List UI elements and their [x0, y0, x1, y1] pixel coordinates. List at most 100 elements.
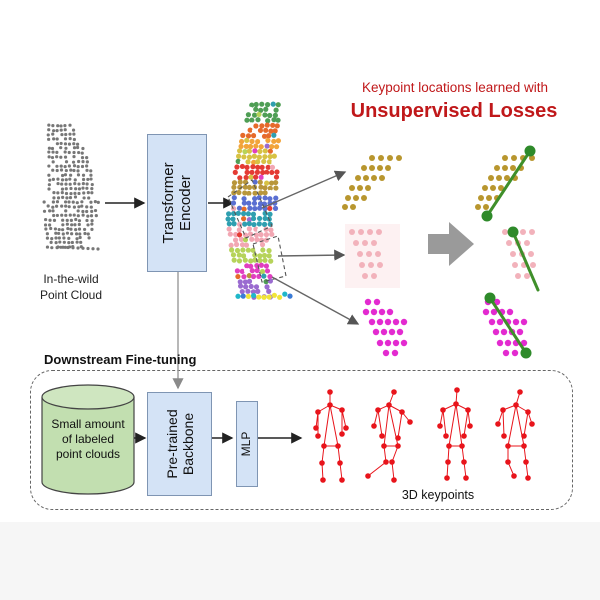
segmented-point — [251, 112, 258, 118]
input-point — [67, 236, 71, 240]
input-point — [60, 204, 64, 208]
input-point — [47, 164, 51, 168]
input-point — [50, 237, 54, 241]
input-point — [89, 169, 93, 173]
input-point — [51, 132, 55, 136]
input-point — [64, 146, 68, 150]
segmented-point — [274, 144, 280, 150]
input-point — [91, 247, 95, 251]
input-point — [46, 204, 50, 208]
crop-point-lower — [392, 318, 400, 326]
learned-point-middle — [502, 229, 508, 235]
input-point — [48, 223, 52, 227]
skeleton-keypoint — [389, 459, 395, 465]
input-point — [58, 240, 62, 244]
crop-point-lower — [384, 318, 392, 326]
learned-point-upper — [482, 185, 488, 191]
segmented-point — [263, 237, 269, 243]
input-point — [75, 240, 79, 244]
input-point — [62, 236, 66, 240]
learned-point-lower — [492, 328, 500, 336]
input-point — [93, 208, 98, 213]
crop-point-upper — [365, 185, 371, 191]
input-point — [81, 209, 85, 214]
crop-point-upper — [350, 204, 356, 210]
segmented-point — [250, 289, 256, 295]
input-point — [46, 133, 50, 137]
input-point — [89, 214, 94, 218]
segmented-point — [275, 138, 281, 144]
segmented-point — [261, 294, 267, 300]
segmented-point — [252, 205, 258, 212]
input-point — [75, 237, 79, 241]
input-point — [86, 223, 90, 227]
input-point — [57, 236, 61, 240]
segmented-point — [262, 215, 268, 222]
learned-point-lower — [512, 318, 520, 326]
encoder-label-line-2: Encoder — [177, 175, 194, 231]
input-point — [80, 200, 84, 204]
skeleton-keypoint — [454, 387, 460, 393]
input-point — [61, 228, 65, 232]
input-point — [86, 177, 90, 182]
skeleton-bone — [502, 409, 505, 437]
segmented-point — [233, 241, 240, 248]
segmented-point — [231, 180, 238, 186]
input-point — [50, 146, 55, 151]
segmented-point — [256, 215, 263, 222]
segmented-point — [231, 195, 237, 201]
learned-keypoint — [481, 210, 493, 222]
segmented-point — [264, 169, 270, 175]
input-point — [90, 209, 94, 213]
input-point — [90, 219, 94, 223]
input-point — [67, 142, 72, 146]
segmented-point — [230, 216, 236, 222]
segmented-point — [258, 107, 264, 113]
input-point — [75, 201, 79, 205]
segmented-point — [262, 185, 268, 191]
segmented-point — [249, 138, 255, 144]
input-point — [55, 168, 59, 173]
segmented-point — [260, 117, 266, 124]
skeleton-keypoint — [465, 407, 471, 413]
skeleton-keypoint — [386, 402, 392, 408]
input-point — [89, 200, 93, 204]
backbone-label-line-1: Pre-trained — [163, 409, 180, 479]
segmented-point — [257, 148, 263, 155]
input-point — [54, 204, 59, 208]
skeleton-keypoint — [327, 389, 333, 395]
segmented-point — [232, 237, 239, 243]
input-point — [82, 191, 86, 195]
segmented-point — [238, 169, 244, 175]
input-point — [72, 213, 76, 217]
input-point — [56, 191, 60, 195]
learned-point-upper — [498, 185, 504, 191]
learned-point-upper — [475, 204, 481, 210]
pretrained-backbone-box: Pre-trained Backbone — [147, 392, 212, 496]
skeleton-keypoint — [399, 409, 405, 415]
skeleton-bone — [341, 409, 347, 429]
input-point — [59, 146, 63, 150]
segmented-point — [226, 211, 232, 217]
input-point — [52, 137, 56, 141]
input-point — [42, 209, 47, 213]
learned-point-upper — [510, 165, 516, 171]
crop-point-middle — [376, 229, 382, 235]
segmented-point — [238, 236, 244, 242]
segmented-point — [245, 211, 252, 217]
skeleton-keypoint — [335, 443, 341, 449]
segmented-point — [260, 138, 266, 145]
input-point — [47, 146, 51, 150]
input-point — [47, 123, 51, 127]
input-point — [77, 222, 81, 227]
input-point — [55, 164, 59, 168]
input-point — [90, 222, 94, 226]
input-point — [60, 132, 64, 137]
learned-point-middle — [524, 273, 530, 279]
segmented-point — [246, 216, 252, 223]
input-point — [85, 186, 89, 190]
input-point — [59, 141, 63, 146]
skeleton-keypoint — [407, 419, 413, 425]
segmented-point — [274, 169, 280, 175]
input-point — [67, 164, 71, 168]
